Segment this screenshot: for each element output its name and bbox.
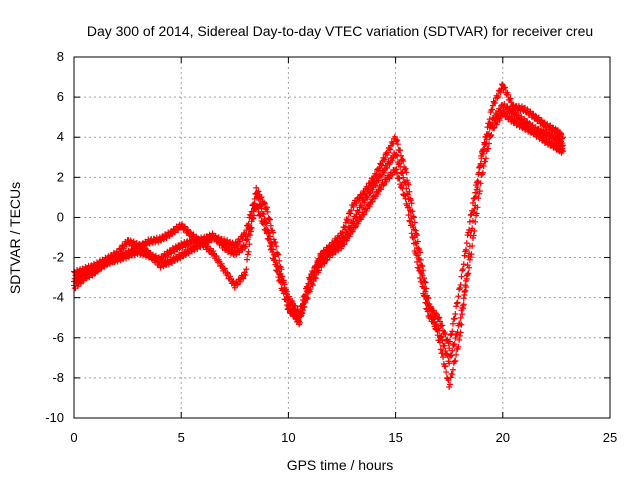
x-tick-label: 10 [281,430,295,445]
y-tick-label: 2 [57,169,64,184]
x-axis-ticks: 0 5 10 15 20 25 [70,57,617,445]
x-axis-label: GPS time / hours [287,457,394,473]
x-tick-label: 15 [388,430,402,445]
x-tick-label: 25 [603,430,617,445]
y-tick-label: 4 [57,129,64,144]
y-tick-label: -8 [52,370,64,385]
y-tick-label: -10 [45,410,64,425]
series-markers [71,100,566,352]
x-tick-label: 20 [496,430,510,445]
y-tick-label: -2 [52,250,64,265]
series-track-c [71,109,566,367]
series-track-b [71,100,566,352]
chart-title: Day 300 of 2014, Sidereal Day-to-day VTE… [87,23,593,39]
x-tick-label: 0 [70,430,77,445]
y-tick-label: 8 [57,49,64,64]
y-tick-label: 6 [57,89,64,104]
plot-points [71,81,566,391]
grid [74,57,610,418]
x-tick-label: 5 [178,430,185,445]
y-tick-label: -4 [52,290,64,305]
series-markers [71,109,566,367]
y-axis-label: SDTVAR / TECUs [7,182,23,294]
y-tick-label: 0 [57,209,64,224]
plot-frame [73,56,611,419]
y-axis-ticks: -10 -8 -6 -4 -2 0 2 4 6 8 [45,49,610,425]
y-tick-label: -6 [52,330,64,345]
